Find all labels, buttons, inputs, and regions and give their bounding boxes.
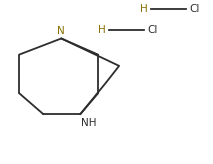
- Text: Cl: Cl: [147, 25, 158, 35]
- Text: N: N: [58, 26, 65, 36]
- Text: Cl: Cl: [190, 4, 200, 14]
- Text: H: H: [140, 4, 147, 14]
- Text: NH: NH: [81, 118, 97, 128]
- Text: H: H: [98, 25, 105, 35]
